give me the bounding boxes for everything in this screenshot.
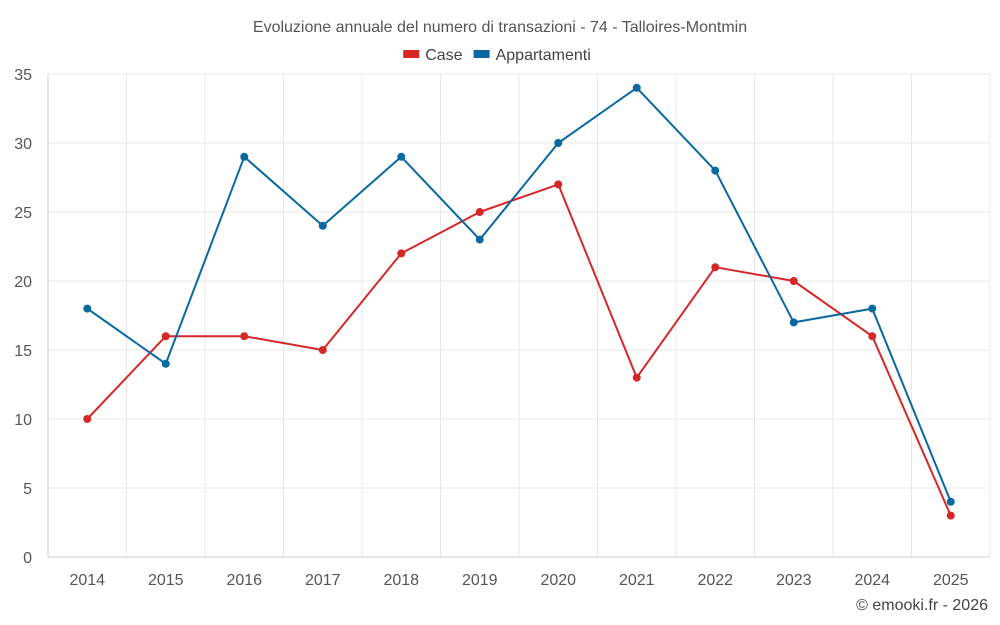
x-tick-label: 2017 [305,572,341,589]
x-tick-label: 2015 [148,572,184,589]
legend-label: Appartamenti [496,47,591,64]
y-tick-label: 10 [14,412,32,429]
x-tick-label: 2021 [619,572,655,589]
series-line [86,183,952,517]
series-layer [83,83,955,520]
data-point[interactable] [240,332,249,341]
credit-text: © emooki.fr - 2026 [856,597,988,614]
data-point[interactable] [554,180,563,189]
data-point[interactable] [161,332,170,341]
data-point[interactable] [397,249,406,258]
data-point[interactable] [161,359,170,368]
data-point[interactable] [475,208,484,216]
y-tick-label: 30 [14,136,32,153]
y-tick-label: 20 [14,274,32,291]
legend-swatch [403,50,420,58]
y-tick-label: 0 [23,550,32,567]
data-point[interactable] [318,346,327,354]
series-appartamenti [83,83,955,506]
data-point[interactable] [83,304,92,313]
series-line [86,86,952,503]
data-point[interactable] [789,277,798,285]
legend-item-appartamenti[interactable]: Appartamenti [473,47,591,64]
x-tick-label: 2016 [226,572,262,589]
data-point[interactable] [868,304,877,313]
data-point[interactable] [711,166,720,175]
data-point[interactable] [83,415,92,423]
legend: Case Appartamenti [403,47,591,64]
y-tick-label: 25 [14,205,32,222]
data-point[interactable] [318,221,327,230]
x-axis: 2014 2015 2016 2017 2018 2019 2020 2021 2022 2023… [69,572,968,589]
data-point[interactable] [946,497,955,506]
x-tick-label: 2018 [383,572,419,589]
data-point[interactable] [554,139,563,147]
y-tick-label: 5 [23,481,32,498]
x-tick-label: 2025 [933,572,969,589]
data-point[interactable] [632,83,641,92]
y-axis: 0 5 10 15 20 25 30 35 [14,67,32,567]
data-point[interactable] [397,152,406,161]
chart-title: Evoluzione annuale del numero di transaz… [253,19,747,36]
data-point[interactable] [711,263,720,272]
legend-item-case[interactable]: Case [403,47,463,64]
x-tick-label: 2019 [462,572,498,589]
legend-swatch [473,50,490,58]
data-point[interactable] [475,235,484,244]
data-point[interactable] [946,511,955,520]
data-point[interactable] [789,318,798,327]
data-point[interactable] [240,152,249,161]
y-tick-label: 15 [14,343,32,360]
x-tick-label: 2020 [540,572,576,589]
grid [47,73,991,558]
x-tick-label: 2014 [69,572,105,589]
data-point[interactable] [868,332,877,341]
y-tick-label: 35 [14,67,32,84]
series-case [83,180,955,520]
x-tick-label: 2024 [854,572,890,589]
x-tick-label: 2023 [776,572,812,589]
legend-label: Case [425,47,462,64]
x-tick-label: 2022 [697,572,733,589]
data-point[interactable] [632,373,641,382]
